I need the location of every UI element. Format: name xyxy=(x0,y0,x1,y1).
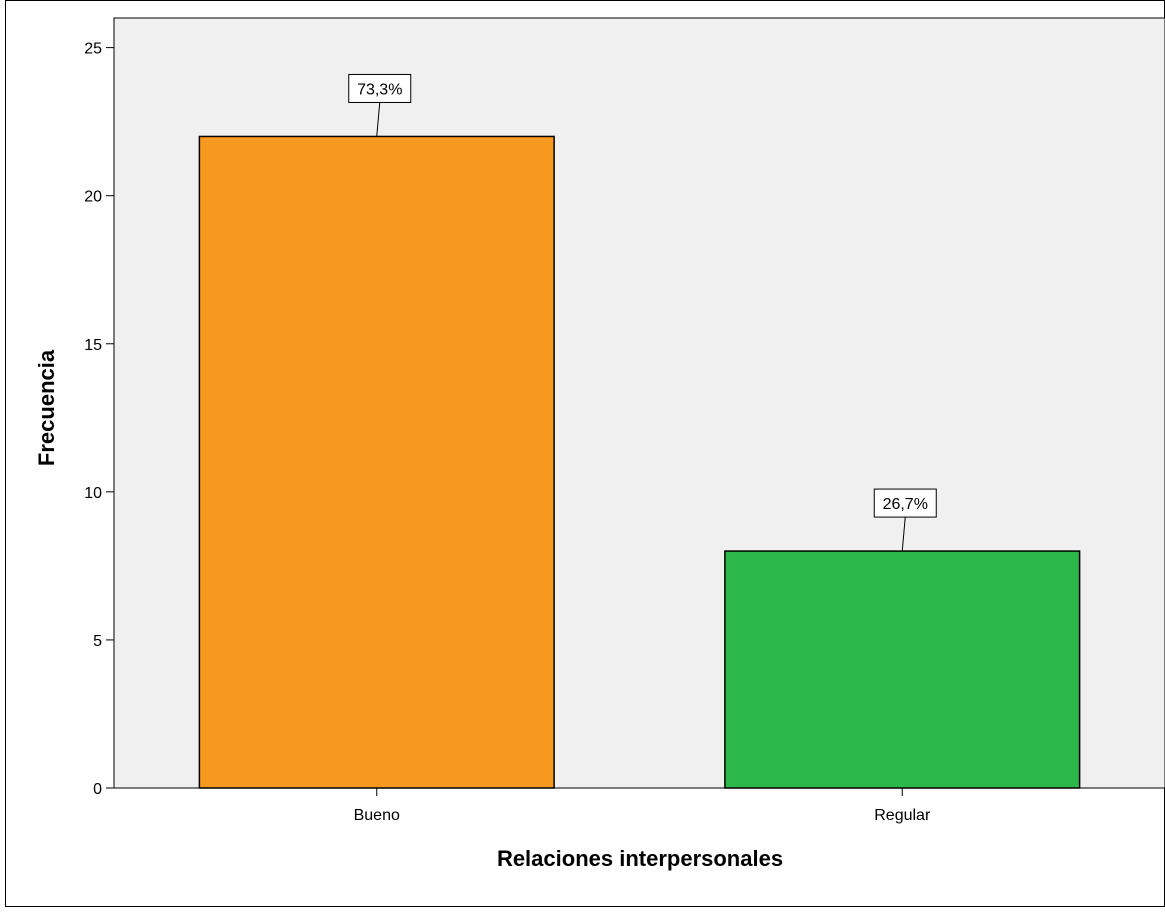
x-axis-title: Relaciones interpersonales xyxy=(497,846,783,871)
bar-regular xyxy=(725,551,1080,788)
y-tick-label: 15 xyxy=(84,337,102,354)
y-tick-label: 20 xyxy=(84,189,102,206)
y-tick-label: 25 xyxy=(84,41,102,58)
y-axis-title: Frecuencia xyxy=(34,349,59,466)
x-tick-label: Bueno xyxy=(354,807,400,824)
data-label-text: 26,7% xyxy=(883,496,928,513)
y-tick-label: 5 xyxy=(93,633,102,650)
x-tick-label: Regular xyxy=(874,807,931,824)
y-tick-label: 0 xyxy=(93,781,102,798)
y-tick-label: 10 xyxy=(84,485,102,502)
bar-bueno xyxy=(199,136,554,788)
data-label-text: 73,3% xyxy=(357,81,402,98)
